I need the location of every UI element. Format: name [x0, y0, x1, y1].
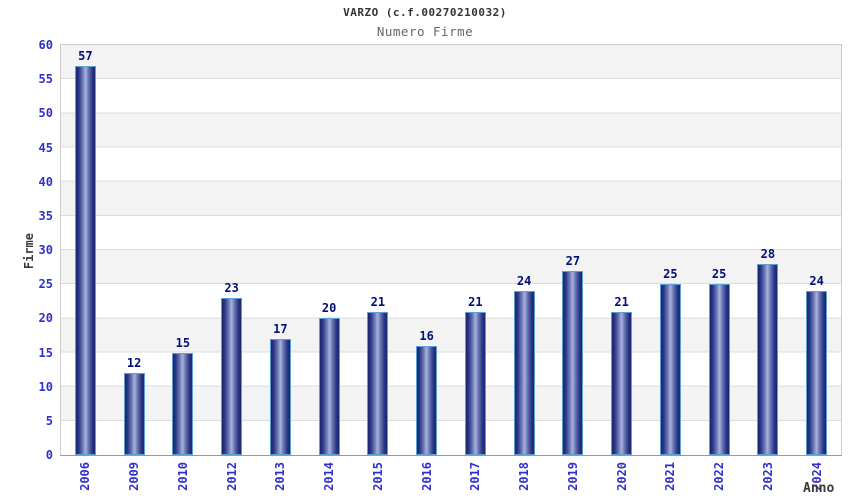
bar-2016 [416, 345, 438, 455]
bar-2013 [269, 338, 291, 455]
y-tick-label-15: 15 [38, 345, 53, 360]
y-tick-label-10: 10 [38, 379, 53, 394]
bar-2019 [562, 270, 584, 455]
y-tick-label-5: 5 [45, 413, 53, 428]
bar-value-label-2014: 20 [321, 301, 337, 316]
x-tick-label-2012: 2012 [224, 462, 239, 491]
bar-2024 [806, 291, 828, 455]
y-tick-label-30: 30 [38, 243, 53, 257]
x-tick-label-2018: 2018 [517, 462, 532, 491]
bar-value-label-2016: 16 [419, 328, 434, 343]
y-tick-label-45: 45 [38, 140, 53, 155]
x-tick-label-2015: 2015 [370, 462, 385, 491]
bar-2010 [172, 352, 194, 455]
x-axis-title: Anno [803, 481, 835, 496]
bar-value-label-2006: 57 [78, 48, 93, 63]
x-tick-label-2020: 2020 [614, 462, 629, 491]
bar-2021 [659, 284, 681, 455]
x-tick-label-2016: 2016 [419, 462, 434, 491]
y-tick-label-20: 20 [38, 311, 53, 326]
x-tick-label-2009: 2009 [127, 462, 142, 491]
bar-value-label-2024: 24 [809, 274, 824, 288]
bar-2015 [367, 311, 389, 455]
y-tick-label-40: 40 [38, 174, 53, 189]
bar-value-label-2012: 23 [224, 280, 239, 295]
bar-2009 [123, 373, 145, 455]
bar-value-label-2020: 21 [614, 294, 629, 309]
y-tick-label-0: 0 [45, 448, 53, 462]
x-tick-label-2021: 2021 [663, 462, 678, 491]
bar-2020 [611, 311, 633, 455]
bar-value-label-2009: 12 [126, 356, 142, 370]
y-tick-label-55: 55 [38, 72, 53, 87]
chart-subtitle: Numero Firme [376, 24, 474, 39]
bar-2022 [708, 284, 730, 455]
bar-2006 [74, 65, 96, 455]
y-tick-label-60: 60 [38, 38, 53, 52]
bar-value-label-2019: 27 [565, 253, 581, 268]
y-tick-label-50: 50 [38, 106, 53, 121]
bar-2017 [464, 311, 486, 455]
bar-value-label-2021: 25 [663, 267, 678, 282]
bar-value-label-2018: 24 [516, 274, 532, 288]
bar-2018 [513, 291, 535, 455]
x-tick-label-2023: 2023 [760, 462, 775, 491]
bar-2012 [221, 297, 243, 455]
x-tick-label-2017: 2017 [468, 462, 483, 491]
bar-value-label-2015: 21 [370, 294, 386, 309]
x-tick-label-2022: 2022 [712, 462, 727, 491]
bar-value-label-2023: 28 [760, 246, 776, 261]
chart-title: VARZO (c.f.00270210032) [343, 6, 507, 19]
x-tick-label-2013: 2013 [273, 462, 288, 491]
y-tick-label-25: 25 [38, 277, 53, 292]
bar-2014 [318, 318, 340, 455]
bar-value-label-2010: 15 [175, 335, 191, 350]
bar-value-label-2017: 21 [468, 294, 483, 309]
y-axis-title: Firme [22, 233, 36, 270]
x-tick-label-2010: 2010 [175, 462, 190, 491]
y-tick-label-35: 35 [38, 208, 53, 223]
bar-value-label-2013: 17 [273, 321, 288, 336]
bar-value-label-2022: 25 [711, 267, 727, 282]
x-tick-label-2006: 2006 [78, 462, 93, 491]
bar-2023 [757, 263, 779, 455]
x-tick-label-2014: 2014 [322, 462, 337, 491]
x-tick-label-2019: 2019 [565, 462, 580, 491]
